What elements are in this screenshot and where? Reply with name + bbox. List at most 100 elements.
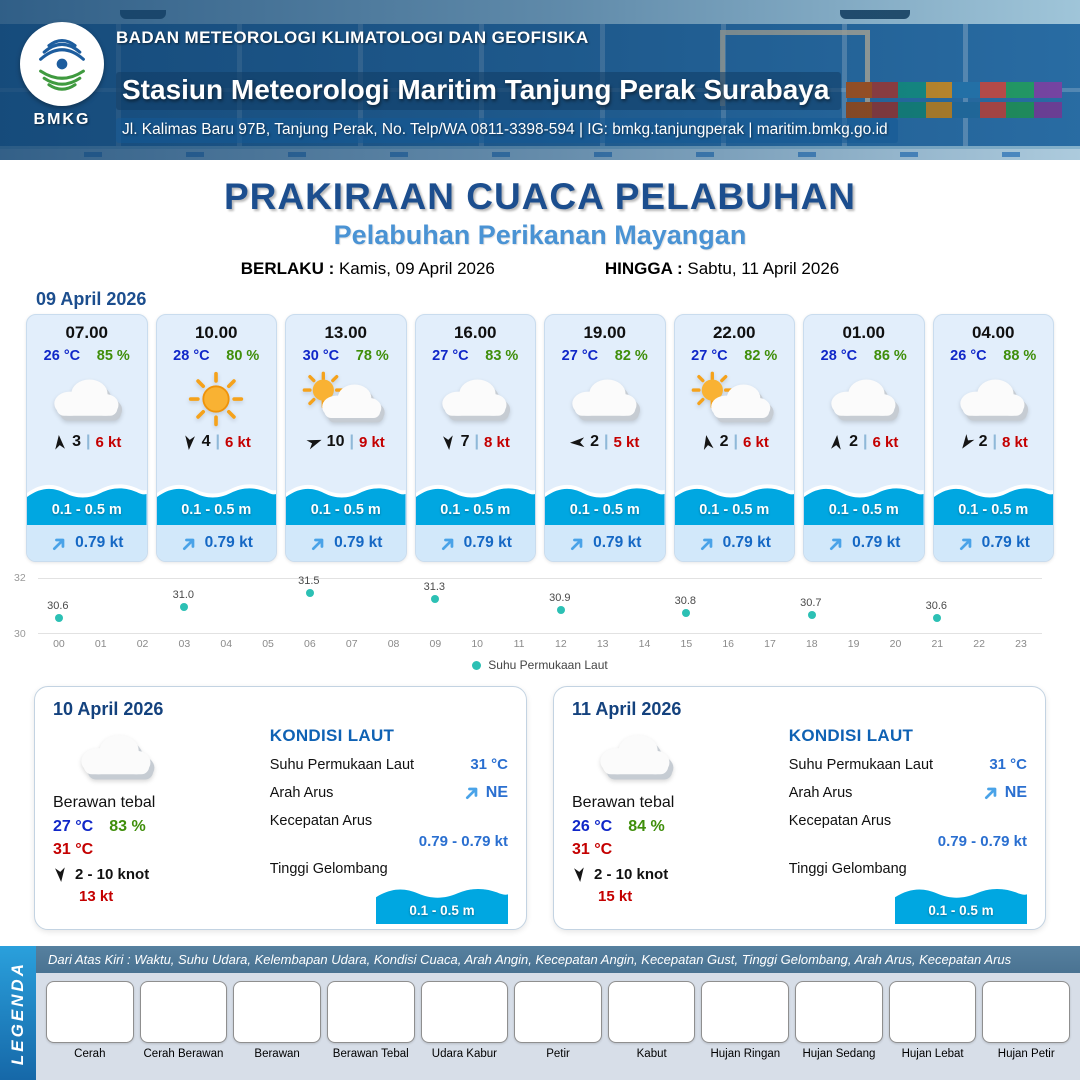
current-speed-value: 0.79 - 0.79 kt (418, 833, 508, 850)
legend-icon-box (46, 981, 152, 1078)
current-row: 0.79 kt (27, 525, 147, 561)
current-speed-label: Kecepatan Arus (788, 813, 892, 829)
current-speed: 0.79 kt (722, 534, 771, 551)
legend-icon-box (326, 981, 438, 1057)
daily-weather-column: Berawan tebal 26 °C 84 % 31 °C 2 - 10 kn… (572, 722, 777, 924)
forecast-time: 07.00 (65, 323, 109, 342)
header-text: BADAN METEOROLOGI KLIMATOLOGI DAN GEOFIS… (116, 28, 1066, 143)
current-direction-label: Arah Arus (269, 784, 334, 801)
current-row: 0.79 kt (933, 525, 1053, 561)
current-speed: 0.79 kt (204, 534, 253, 551)
wind-gust: 15 kt (598, 888, 633, 905)
wave-height-label: Tinggi Gelombang (788, 861, 907, 877)
x-axis-tick: 03 (178, 638, 191, 650)
chart-legend: Suhu Permukaan Laut (38, 658, 1042, 672)
wave-height: 0.1 - 0.5 m (569, 502, 640, 518)
legend-title-text: LEGENDA (8, 960, 27, 1066)
daily-body: Berawan tebal 26 °C 84 % 31 °C 2 - 10 kn… (572, 722, 1027, 924)
daily-weather-column: Berawan tebal 27 °C 83 % 31 °C 2 - 10 kn… (53, 722, 258, 924)
wave-height-band: 0.1 - 0.5 m (933, 479, 1053, 525)
legend-icon-box (701, 981, 813, 1074)
forecast-time: 22.00 (712, 323, 756, 342)
sst-point (305, 589, 314, 597)
wind-gust-value: 2 (590, 433, 600, 450)
temp-humidity-row: 27 °C 82 % (545, 348, 665, 364)
x-axis-tick: 15 (680, 638, 693, 650)
wave-height: 0.1 - 0.5 m (828, 502, 899, 518)
wind-row: 10 | 9 kt (286, 433, 406, 451)
forecast-card: 04.00 26 °C 88 % 2 | 8 kt 0.1 - 0.5 m 0.… (932, 314, 1054, 562)
weather-icon (675, 368, 795, 430)
wave-height: 0.1 - 0.5 m (440, 502, 511, 518)
legend-item: Hujan Sedang (795, 981, 906, 1074)
header-banner: BMKG BADAN METEOROLOGI KLIMATOLOGI DAN G… (0, 0, 1080, 160)
current-direction-value: NE (485, 783, 508, 801)
wave-height-band: 0.1 - 0.5 m (286, 479, 406, 525)
valid-from-value: Kamis, 09 April 2026 (338, 259, 495, 278)
legend-label: Cerah (74, 1048, 106, 1060)
legend-icon-box (420, 981, 524, 1069)
current-speed: 0.79 kt (593, 534, 642, 551)
air-temperature: 30 °C (302, 348, 340, 364)
weather-icon (53, 726, 258, 790)
sst-value-label: 30.8 (674, 594, 697, 607)
wind-range: 2 - 10 knot (594, 866, 669, 883)
forecast-card: 13.00 30 °C 78 % 10 | 9 kt 0.1 - 0.5 m 0… (285, 314, 407, 562)
wind-row: 4 | 6 kt (157, 433, 277, 451)
wind-direction-icon (571, 865, 587, 883)
current-direction-label: Arah Arus (788, 784, 853, 801)
wind-direction-icon (569, 434, 587, 450)
air-temperature: 27 °C (432, 348, 469, 364)
x-axis-tick: 19 (847, 638, 860, 650)
current-direction-icon (180, 534, 199, 553)
legend-icon-box (607, 981, 720, 1047)
page-subtitle: Pelabuhan Perikanan Mayangan (333, 220, 747, 250)
sst-row: Suhu Permukaan Laut 31 °C (789, 756, 1027, 773)
y-axis-tick: 32 (14, 572, 26, 584)
x-axis-tick: 14 (638, 638, 651, 650)
legend-item: Berawan (233, 981, 345, 1074)
legend-item: Udara Kabur (420, 981, 524, 1074)
legend-label: Hujan Petir (997, 1048, 1055, 1060)
sst-value-label: 30.9 (549, 591, 571, 604)
valid-from-label: BERLAKU : (240, 259, 335, 278)
divider: | (604, 433, 609, 450)
wind-speed: 5 kt (613, 433, 640, 451)
forecast-time: 13.00 (324, 323, 368, 342)
x-axis-tick: 07 (345, 638, 358, 650)
wind-direction-icon (181, 433, 197, 451)
divider: | (474, 433, 480, 450)
wind-gust-value: 3 (72, 433, 82, 450)
wind-range: 2 - 10 knot (75, 866, 150, 883)
sst-value-label: 30.6 (47, 600, 69, 613)
humidity: 80 % (226, 348, 260, 364)
legend-label: Kabut (636, 1048, 667, 1060)
sst-point (180, 603, 189, 611)
temp-humidity-row: 28 °C 86 % (804, 348, 924, 364)
max-temperature: 31 °C (53, 841, 94, 858)
wind-row: 2 | 6 kt (804, 433, 924, 451)
wind-row: 3 | 6 kt (27, 433, 147, 451)
x-axis-tick: 13 (596, 638, 609, 650)
wave-height-band: 0.1 - 0.5 m (156, 479, 276, 525)
weather-icon (157, 368, 277, 430)
wind-row: 2 | 5 kt (545, 433, 665, 451)
temp-humidity-row: 27 °C 83 % (416, 348, 536, 364)
current-direction-icon (982, 783, 1001, 802)
bmkg-logo-text: BMKG (33, 111, 91, 128)
sst-value-label: 31.3 (423, 580, 446, 593)
daily-forecast-row: 10 April 2026 Berawan tebal 27 °C 83 % 3… (0, 672, 1080, 930)
legend-label: Petir (546, 1048, 570, 1060)
divider: | (349, 433, 354, 450)
divider: | (86, 433, 91, 450)
legend-items-row: Cerah Cerah Berawan Berawan Berawan Teba… (36, 973, 1080, 1080)
wind-gust-value: 4 (201, 433, 211, 450)
wind-speed: 8 kt (484, 433, 510, 451)
current-speed-value: 0.79 - 0.79 kt (937, 833, 1027, 850)
humidity: 82 % (614, 348, 648, 364)
current-speed: 0.79 kt (852, 534, 901, 551)
forecast-card: 01.00 28 °C 86 % 2 | 6 kt 0.1 - 0.5 m 0.… (803, 314, 925, 562)
x-axis-tick: 16 (722, 638, 734, 650)
legend-item: Berawan Tebal (326, 981, 438, 1074)
forecast-time: 04.00 (971, 323, 1015, 342)
